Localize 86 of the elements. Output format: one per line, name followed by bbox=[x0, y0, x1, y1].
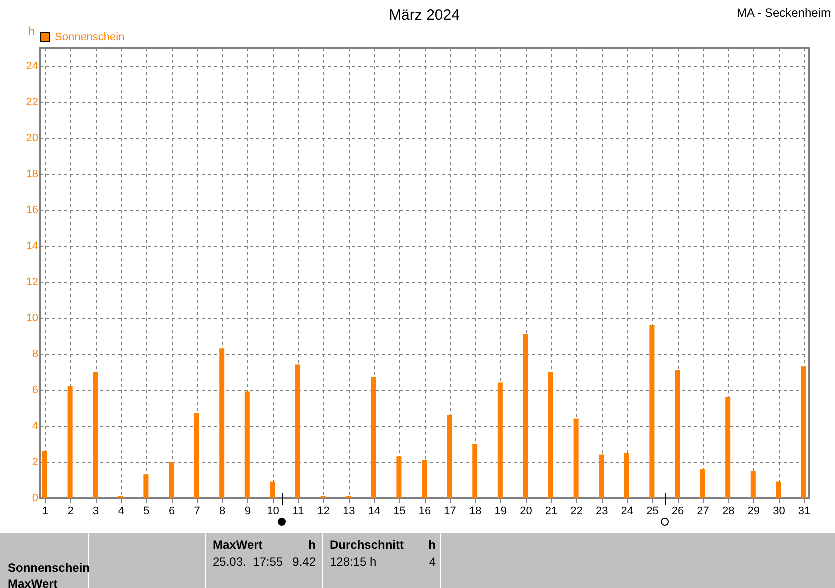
bar bbox=[523, 334, 528, 498]
x-tick-label: 20 bbox=[520, 506, 532, 518]
x-tick-label: 31 bbox=[798, 506, 811, 518]
x-tick-label: 25 bbox=[646, 506, 659, 518]
bar bbox=[498, 382, 503, 498]
y-tick-label: 14 bbox=[26, 240, 38, 252]
bar bbox=[548, 372, 554, 498]
bar bbox=[396, 456, 402, 498]
x-tick-label: 26 bbox=[672, 506, 684, 518]
legend-label: Sonnenschein bbox=[55, 32, 125, 44]
x-tick-label: 22 bbox=[570, 506, 583, 518]
text: h bbox=[428, 538, 436, 552]
text: MaxWert bbox=[213, 538, 263, 552]
bar bbox=[169, 462, 174, 498]
x-tick-label: 5 bbox=[144, 506, 150, 518]
bar bbox=[371, 377, 376, 498]
text: 4 bbox=[429, 555, 436, 569]
y-tick-label: 10 bbox=[26, 312, 38, 324]
x-tick-label: 27 bbox=[697, 506, 710, 518]
text: Sonnenschein bbox=[8, 561, 90, 575]
x-tick-label: 23 bbox=[596, 506, 608, 518]
y-tick-label: 4 bbox=[32, 420, 38, 432]
bar bbox=[675, 370, 680, 498]
x-tick-label: 29 bbox=[748, 506, 760, 518]
bar bbox=[472, 444, 478, 498]
x-tick-label: 11 bbox=[292, 506, 304, 518]
x-tick-label: 10 bbox=[267, 506, 280, 518]
x-tick-label: 13 bbox=[342, 506, 356, 518]
x-tick-label: 3 bbox=[93, 506, 100, 518]
y-tick-label: 22 bbox=[26, 96, 38, 108]
bar bbox=[776, 482, 782, 498]
x-tick-label: 30 bbox=[773, 506, 786, 518]
y-tick-label: 12 bbox=[26, 276, 38, 288]
x-tick-label: 21 bbox=[545, 506, 558, 518]
bar bbox=[750, 471, 756, 498]
x-tick-label: 9 bbox=[244, 506, 251, 518]
bar bbox=[802, 366, 806, 498]
bar bbox=[296, 364, 300, 498]
text: MaxWert bbox=[8, 577, 58, 588]
x-tick-label: 2 bbox=[68, 506, 74, 518]
text: h bbox=[308, 538, 316, 552]
bar bbox=[42, 451, 48, 498]
bar bbox=[700, 469, 706, 498]
x-tick-label: 14 bbox=[368, 506, 381, 518]
text: 25.03. 17:55 bbox=[213, 555, 284, 569]
text: 128:15 h bbox=[330, 555, 377, 569]
bar bbox=[650, 325, 655, 498]
y-tick-label: 16 bbox=[26, 204, 38, 216]
bar bbox=[270, 482, 276, 498]
y-tick-label: 24 bbox=[26, 60, 38, 72]
bar bbox=[68, 386, 73, 498]
text: Durchschnitt bbox=[330, 538, 404, 552]
x-tick-label: 12 bbox=[318, 506, 330, 518]
y-tick-label: 2 bbox=[32, 456, 38, 468]
x-tick-label: 1 bbox=[42, 506, 49, 518]
y-tick-label: 6 bbox=[32, 384, 38, 396]
x-tick-label: 7 bbox=[194, 506, 200, 518]
x-tick-label: 4 bbox=[118, 506, 124, 518]
bar bbox=[624, 453, 630, 498]
bar bbox=[194, 413, 200, 498]
y-tick-label: 0 bbox=[32, 492, 38, 504]
bar bbox=[244, 392, 250, 498]
text: MA - Seckenheim bbox=[736, 6, 831, 20]
bar bbox=[93, 372, 98, 498]
bar bbox=[220, 348, 225, 498]
x-tick-label: 8 bbox=[220, 506, 226, 518]
y-tick-label: 8 bbox=[32, 348, 38, 360]
bar bbox=[144, 474, 149, 498]
x-tick-label: 19 bbox=[494, 506, 508, 518]
x-tick-label: 28 bbox=[722, 506, 735, 518]
x-tick-label: 15 bbox=[394, 506, 406, 518]
x-tick-label: 24 bbox=[621, 506, 634, 518]
bar bbox=[447, 415, 452, 498]
y-tick-label: 20 bbox=[26, 132, 38, 144]
bar bbox=[574, 418, 579, 498]
y-tick-label: 18 bbox=[26, 168, 38, 180]
x-tick-label: 18 bbox=[469, 506, 482, 518]
chart-title: März 2024 bbox=[389, 7, 460, 24]
bar bbox=[422, 460, 427, 498]
text: 9.42 bbox=[292, 555, 316, 569]
x-tick-label: 6 bbox=[168, 506, 176, 518]
y-axis-title: h bbox=[28, 24, 36, 38]
bar bbox=[726, 397, 731, 498]
x-tick-label: 16 bbox=[418, 506, 432, 518]
x-tick-label: 17 bbox=[444, 506, 456, 518]
bar bbox=[599, 454, 604, 498]
